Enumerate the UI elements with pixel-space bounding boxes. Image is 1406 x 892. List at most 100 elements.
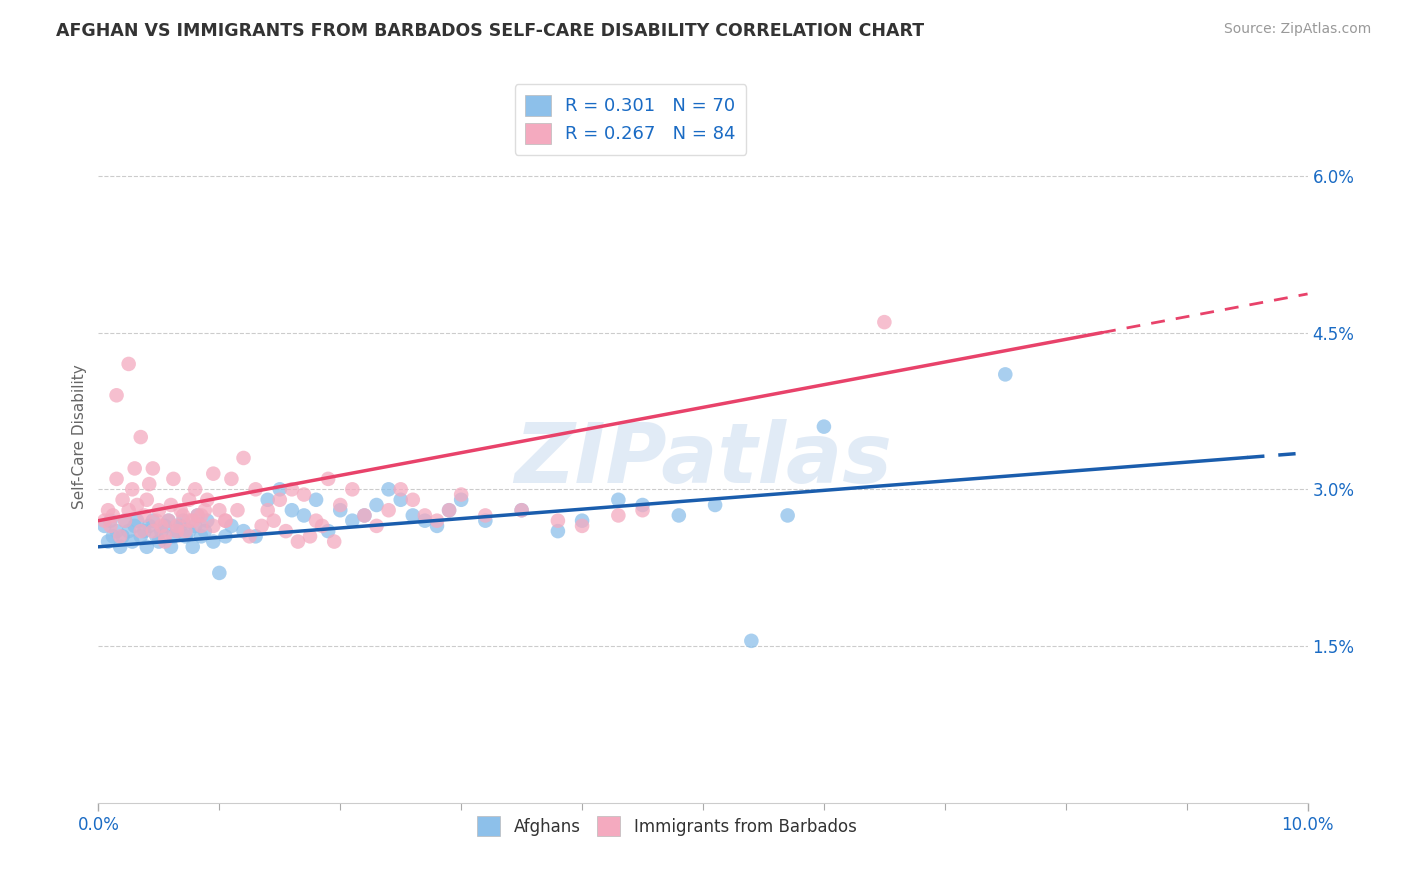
Point [474, 514, 496, 528]
Point [172, 514, 194, 528]
Point [607, 508, 630, 523]
Point [311, 519, 333, 533]
Point [571, 514, 593, 528]
Legend: Afghans, Immigrants from Barbados: Afghans, Immigrants from Barbados [467, 806, 866, 846]
Point [179, 524, 201, 538]
Point [221, 519, 243, 533]
Point [571, 519, 593, 533]
Point [181, 540, 204, 554]
Point [187, 508, 209, 523]
Point [226, 503, 249, 517]
Point [510, 503, 533, 517]
Point [135, 540, 157, 554]
Point [292, 508, 315, 523]
Point [402, 492, 425, 507]
Point [474, 508, 496, 523]
Point [129, 529, 152, 543]
Point [124, 461, 146, 475]
Point [184, 519, 207, 533]
Point [377, 483, 399, 497]
Point [108, 529, 131, 543]
Point [547, 514, 569, 528]
Point [97, 503, 120, 517]
Point [274, 524, 297, 538]
Point [105, 472, 128, 486]
Point [342, 483, 364, 497]
Point [111, 529, 134, 543]
Point [366, 498, 388, 512]
Point [413, 514, 436, 528]
Point [413, 508, 436, 523]
Point [179, 492, 201, 507]
Point [305, 492, 328, 507]
Point [111, 492, 134, 507]
Point [299, 529, 322, 543]
Point [450, 492, 472, 507]
Point [135, 492, 157, 507]
Point [174, 529, 197, 543]
Point [97, 534, 120, 549]
Point [194, 524, 217, 538]
Point [187, 508, 209, 523]
Point [245, 529, 267, 543]
Point [281, 483, 304, 497]
Point [269, 483, 291, 497]
Point [631, 498, 654, 512]
Point [153, 534, 176, 549]
Point [153, 519, 176, 533]
Point [93, 514, 115, 528]
Point [134, 524, 156, 538]
Point [366, 519, 388, 533]
Point [195, 492, 218, 507]
Point [148, 534, 170, 549]
Point [214, 514, 236, 528]
Point [377, 503, 399, 517]
Point [329, 503, 352, 517]
Point [142, 524, 165, 538]
Point [166, 524, 188, 538]
Point [873, 315, 896, 329]
Point [776, 508, 799, 523]
Point [179, 514, 201, 528]
Point [101, 508, 124, 523]
Point [145, 514, 167, 528]
Point [105, 524, 128, 538]
Point [93, 519, 115, 533]
Point [353, 508, 375, 523]
Point [169, 519, 191, 533]
Point [402, 508, 425, 523]
Point [245, 483, 267, 497]
Point [150, 524, 173, 538]
Point [157, 514, 180, 528]
Point [166, 519, 188, 533]
Point [166, 524, 188, 538]
Point [631, 503, 654, 517]
Point [316, 472, 339, 486]
Point [101, 529, 124, 543]
Point [118, 503, 141, 517]
Point [547, 524, 569, 538]
Point [994, 368, 1017, 382]
Point [100, 519, 122, 533]
Point [194, 503, 217, 517]
Point [510, 503, 533, 517]
Point [214, 514, 236, 528]
Text: AFGHAN VS IMMIGRANTS FROM BARBADOS SELF-CARE DISABILITY CORRELATION CHART: AFGHAN VS IMMIGRANTS FROM BARBADOS SELF-… [56, 22, 924, 40]
Point [162, 472, 184, 486]
Point [134, 508, 156, 523]
Point [389, 492, 412, 507]
Point [287, 534, 309, 549]
Point [281, 503, 304, 517]
Point [195, 514, 218, 528]
Point [114, 514, 136, 528]
Point [316, 524, 339, 538]
Point [118, 524, 141, 538]
Point [263, 514, 285, 528]
Point [426, 514, 449, 528]
Point [342, 514, 364, 528]
Point [305, 514, 328, 528]
Point [323, 534, 346, 549]
Point [121, 483, 143, 497]
Point [202, 534, 225, 549]
Point [153, 529, 176, 543]
